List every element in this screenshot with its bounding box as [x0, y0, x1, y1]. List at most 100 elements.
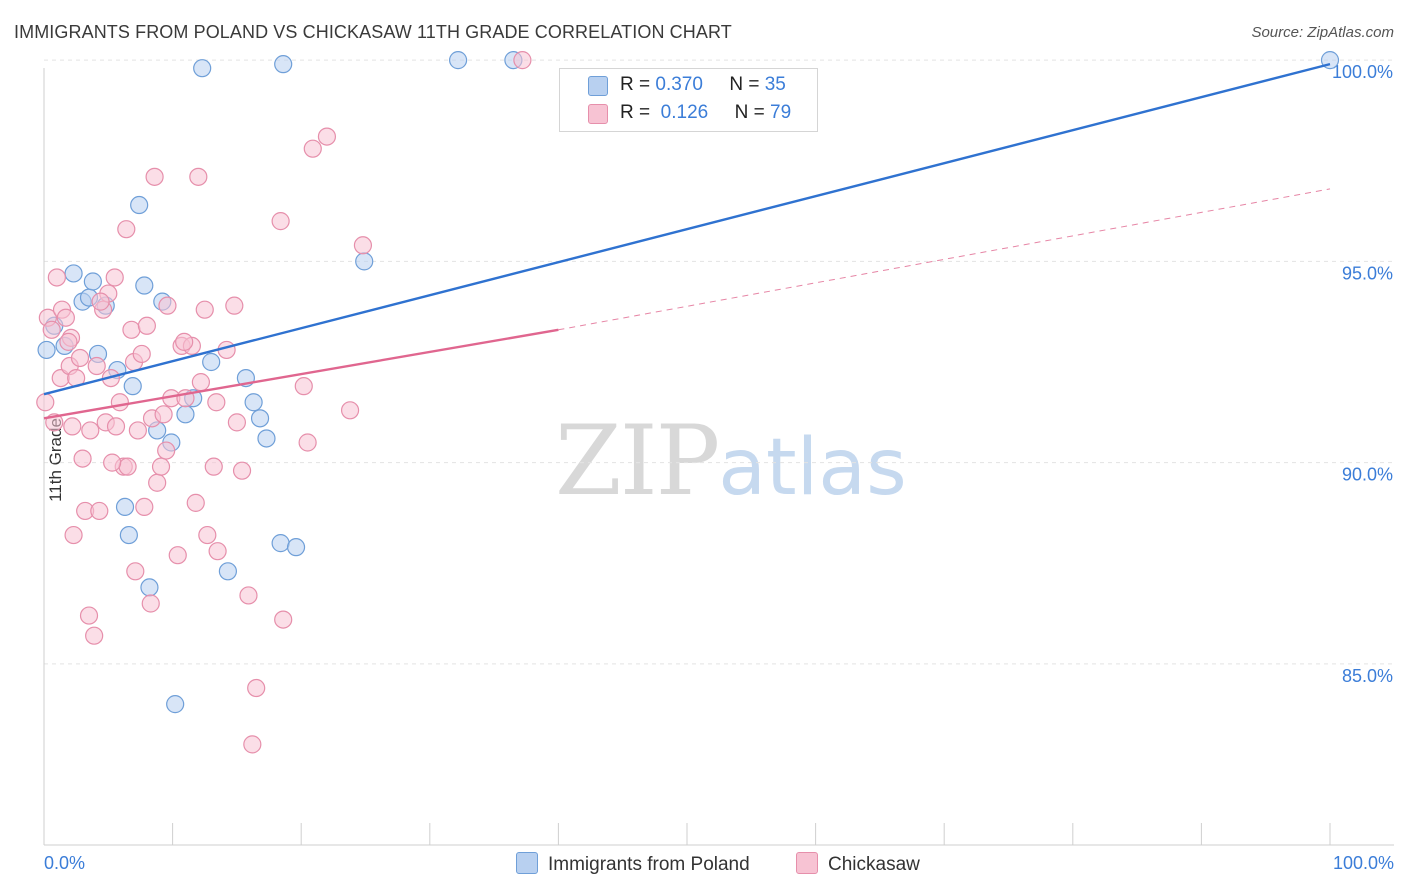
- chickasaw-point: [135, 497, 154, 516]
- y-tick-label: 100.0%: [1332, 62, 1393, 82]
- poland-point: [193, 59, 212, 78]
- chickasaw-point: [207, 393, 226, 412]
- chickasaw-point: [225, 296, 244, 315]
- chickasaw-point: [132, 344, 151, 364]
- chickasaw-point: [118, 457, 137, 476]
- legend-r-value: 0.370: [655, 74, 703, 95]
- legend-r-label: R =: [620, 74, 651, 95]
- x-tick-label: 0.0%: [44, 853, 85, 873]
- poland-point: [119, 525, 138, 545]
- chickasaw-point: [340, 401, 360, 420]
- chickasaw-point: [239, 586, 258, 605]
- y-tick-label: 95.0%: [1342, 263, 1393, 283]
- poland-point: [271, 534, 290, 553]
- poland-point: [135, 276, 154, 295]
- y-tick-label: 85.0%: [1342, 666, 1393, 686]
- chickasaw-point: [247, 678, 266, 698]
- chickasaw-point: [145, 167, 164, 186]
- chickasaw-point: [303, 139, 322, 158]
- bottom-legend-chickasaw: Chickasaw: [796, 852, 920, 876]
- chickasaw-point: [208, 542, 227, 561]
- chickasaw-point: [59, 332, 78, 351]
- poland-point: [218, 562, 237, 581]
- chart-source: Source: ZipAtlas.com: [1251, 24, 1394, 41]
- chickasaw-point: [232, 461, 252, 480]
- chickasaw-point: [79, 606, 99, 625]
- bottom-legend-swatch-blue: [516, 852, 538, 874]
- legend-r-value: 0.126: [660, 102, 709, 123]
- x-tick-label: 100.0%: [1333, 853, 1394, 873]
- chickasaw-point: [141, 594, 160, 613]
- chickasaw-point: [47, 268, 66, 287]
- poland-point: [355, 252, 374, 271]
- bottom-legend-poland: Immigrants from Poland: [516, 852, 750, 876]
- poland-point: [250, 409, 270, 428]
- chickasaw-point: [191, 373, 210, 392]
- chickasaw-point: [158, 296, 177, 315]
- legend-n-value: 79: [770, 102, 792, 123]
- correlation-legend: R = 0.370 N = 35 R = 0.126 N = 79: [559, 68, 818, 132]
- watermark: ZIPatlas: [555, 405, 907, 517]
- legend-n-label: N =: [734, 102, 765, 123]
- poland-trend-line: [43, 62, 1331, 396]
- chickasaw-point: [175, 332, 194, 351]
- chickasaw-point: [64, 525, 83, 545]
- chickasaw-point: [42, 320, 61, 339]
- chickasaw-point: [353, 236, 373, 255]
- chickasaw-point: [274, 610, 293, 629]
- watermark-zip: ZIP: [555, 405, 720, 517]
- watermark-atlas: atlas: [718, 423, 907, 513]
- chickasaw-point: [271, 212, 290, 231]
- chickasaw-point: [85, 626, 104, 645]
- chickasaw-point: [157, 441, 176, 460]
- chickasaw-trend-extension: [558, 188, 1331, 331]
- chart-title: IMMIGRANTS FROM POLAND VS CHICKASAW 11TH…: [14, 22, 732, 42]
- chickasaw-point: [91, 292, 110, 311]
- chickasaw-point: [204, 457, 223, 476]
- bottom-legend-label: Immigrants from Poland: [548, 854, 750, 875]
- poland-point: [37, 340, 56, 360]
- chickasaw-point: [294, 377, 313, 396]
- chickasaw-point: [70, 348, 90, 368]
- legend-swatch-blue: [588, 76, 608, 96]
- chickasaw-point: [148, 473, 167, 492]
- bottom-legend-label: Chickasaw: [828, 854, 920, 875]
- chickasaw-point: [513, 51, 532, 70]
- chickasaw-point: [63, 417, 82, 436]
- chickasaw-point: [106, 417, 126, 436]
- legend-n-label: N =: [729, 74, 760, 95]
- poland-point: [448, 51, 468, 70]
- chickasaw-point: [81, 421, 100, 440]
- chickasaw-point: [195, 300, 214, 319]
- bottom-legend-swatch-pink: [796, 852, 818, 874]
- poland-point: [244, 393, 263, 412]
- legend-r-label: R =: [620, 102, 651, 123]
- poland-point: [64, 264, 83, 283]
- poland-point: [274, 55, 293, 74]
- poland-point: [83, 272, 102, 291]
- chickasaw-point: [103, 453, 122, 472]
- chickasaw-point: [186, 493, 205, 512]
- chickasaw-point: [117, 220, 136, 239]
- legend-swatch-pink: [588, 104, 608, 124]
- chickasaw-point: [154, 405, 173, 424]
- poland-point: [115, 497, 135, 516]
- chickasaw-point: [110, 393, 129, 412]
- legend-n-value: 35: [764, 74, 786, 95]
- poland-point: [140, 578, 159, 597]
- chickasaw-point: [317, 127, 337, 146]
- chickasaw-point: [90, 501, 109, 521]
- chickasaw-point: [137, 316, 156, 335]
- poland-point: [123, 377, 142, 396]
- poland-point: [130, 195, 149, 215]
- chickasaw-point: [36, 393, 55, 412]
- chickasaw-point: [122, 320, 141, 339]
- chickasaw-point: [105, 268, 124, 287]
- poland-point: [176, 405, 195, 424]
- chickasaw-point: [128, 421, 147, 440]
- y-tick-label: 90.0%: [1342, 465, 1393, 485]
- poland-point: [166, 695, 185, 714]
- chickasaw-point: [227, 413, 246, 432]
- chickasaw-point: [243, 735, 262, 754]
